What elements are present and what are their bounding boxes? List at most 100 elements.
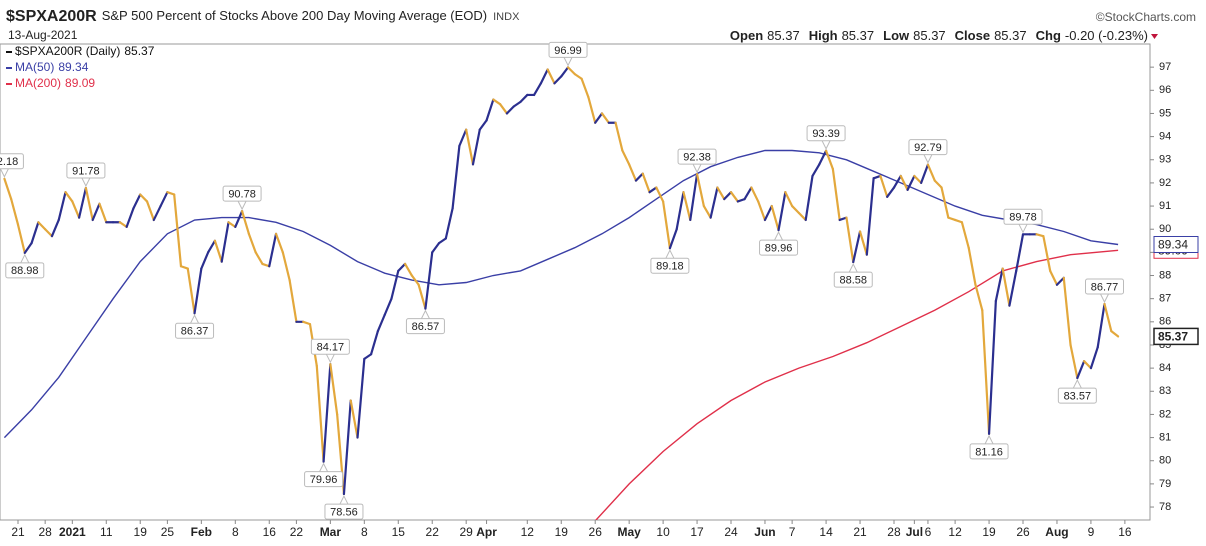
x-tick-label: 16: [263, 525, 277, 539]
annotation-label: 84.17: [317, 342, 345, 354]
price-segment: [152, 204, 162, 222]
y-tick-label: 86: [1159, 316, 1171, 328]
price-segment: [91, 202, 101, 222]
price-segment: [791, 204, 801, 215]
price-segment: [125, 207, 135, 228]
price-segment: [709, 186, 719, 219]
annotation-pointer: [237, 200, 247, 211]
legend-value: 89.34: [58, 60, 88, 74]
price-segment: [84, 186, 94, 222]
price-segment: [186, 267, 196, 315]
annotation-label: 86.37: [181, 326, 209, 338]
x-tick-label: 9: [1088, 525, 1095, 539]
x-tick-label: 21: [853, 525, 867, 539]
price-segment: [1089, 346, 1099, 370]
annotation-box: [66, 162, 106, 179]
price-segment: [1035, 233, 1045, 238]
symbol: $SPXA200R: [6, 8, 97, 25]
price-segment: [57, 191, 67, 222]
price-segment: [302, 320, 312, 326]
quote-value: 85.37: [842, 28, 875, 43]
y-tick-label: 83: [1159, 385, 1171, 397]
price-segment: [492, 98, 502, 106]
price-segment: [71, 200, 81, 219]
price-segment: [159, 191, 169, 208]
price-segment: [838, 216, 848, 222]
price-segment: [784, 191, 794, 208]
legend-entry: MA(50) 89.34: [15, 60, 89, 74]
price-segment: [16, 223, 26, 254]
x-tick-label: Aug: [1045, 525, 1068, 539]
x-tick-label: 26: [1016, 525, 1030, 539]
x-tick-label: 28: [38, 525, 52, 539]
last-value-label: 85.37: [1158, 330, 1188, 344]
x-tick-label: Mar: [320, 525, 342, 539]
price-segment: [261, 262, 271, 268]
price-segment: [329, 363, 339, 416]
price-segment: [274, 232, 284, 254]
price-segment: [30, 221, 40, 245]
annotation-box: [0, 153, 24, 170]
price-segment: [1096, 302, 1106, 349]
price-segment: [451, 144, 461, 210]
price-segment: [1103, 302, 1113, 333]
x-tick-label: 21: [11, 525, 25, 539]
annotation-box: [969, 443, 1009, 460]
price-segment: [702, 204, 712, 219]
price-segment: [1110, 329, 1120, 338]
x-tick-label: 26: [589, 525, 603, 539]
moving-average: [595, 249, 1119, 520]
last-value-label: 89.34: [1158, 238, 1188, 252]
price-segment: [824, 149, 834, 171]
price-segment: [240, 210, 250, 235]
y-tick-label: 79: [1159, 478, 1171, 490]
exchange: INDX: [493, 11, 520, 23]
annotation-label: 88.58: [839, 274, 867, 286]
annotation-label: 96.99: [554, 45, 582, 57]
annotation-box: [677, 148, 717, 165]
price-segment: [960, 221, 970, 249]
annotation-box: [548, 41, 588, 58]
last-value-box: [1153, 235, 1199, 253]
annotation-label: 93.39: [812, 128, 840, 140]
price-segment: [974, 283, 984, 312]
quote-label: Low: [883, 28, 910, 43]
price-segment: [954, 218, 963, 224]
x-tick-label: 7: [789, 525, 796, 539]
annotation-label: 88.98: [11, 265, 39, 277]
annotation-label: 92.79: [914, 142, 942, 154]
price-segment: [987, 299, 997, 435]
legend-entry: MA(200) 89.09: [15, 76, 95, 90]
price-segment: [227, 221, 237, 228]
x-tick-label: 17: [690, 525, 704, 539]
source: ©StockCharts.com: [1096, 10, 1196, 24]
price-segment: [505, 105, 515, 115]
price-segment: [512, 100, 522, 108]
y-tick-label: 94: [1159, 131, 1171, 143]
annotation-box: [310, 338, 350, 355]
price-segment: [132, 193, 142, 210]
price-segment: [254, 251, 264, 266]
annotation-box: [908, 139, 948, 156]
price-segment: [689, 173, 699, 222]
price-segment: [763, 204, 773, 222]
price-segment: [499, 103, 509, 115]
x-tick-label: 8: [361, 525, 368, 539]
annotation-box: [1085, 278, 1125, 295]
price-segment: [363, 353, 373, 360]
price-segment: [458, 128, 468, 147]
price-segment: [553, 75, 563, 85]
annotation-box: [304, 471, 344, 488]
price-segment: [247, 232, 257, 254]
price-segment: [376, 313, 386, 333]
y-tick-label: 88: [1159, 269, 1171, 281]
annotation-label: 89.96: [765, 243, 793, 255]
price-segment: [804, 174, 814, 222]
annotation-box: [1057, 387, 1097, 404]
price-segment: [281, 251, 291, 282]
annotation-pointer: [821, 140, 831, 150]
quote-value: -0.20 (-0.23%): [1065, 28, 1148, 43]
price-segment: [173, 193, 183, 268]
y-tick-label: 90: [1159, 223, 1171, 235]
price-segment: [342, 399, 352, 496]
